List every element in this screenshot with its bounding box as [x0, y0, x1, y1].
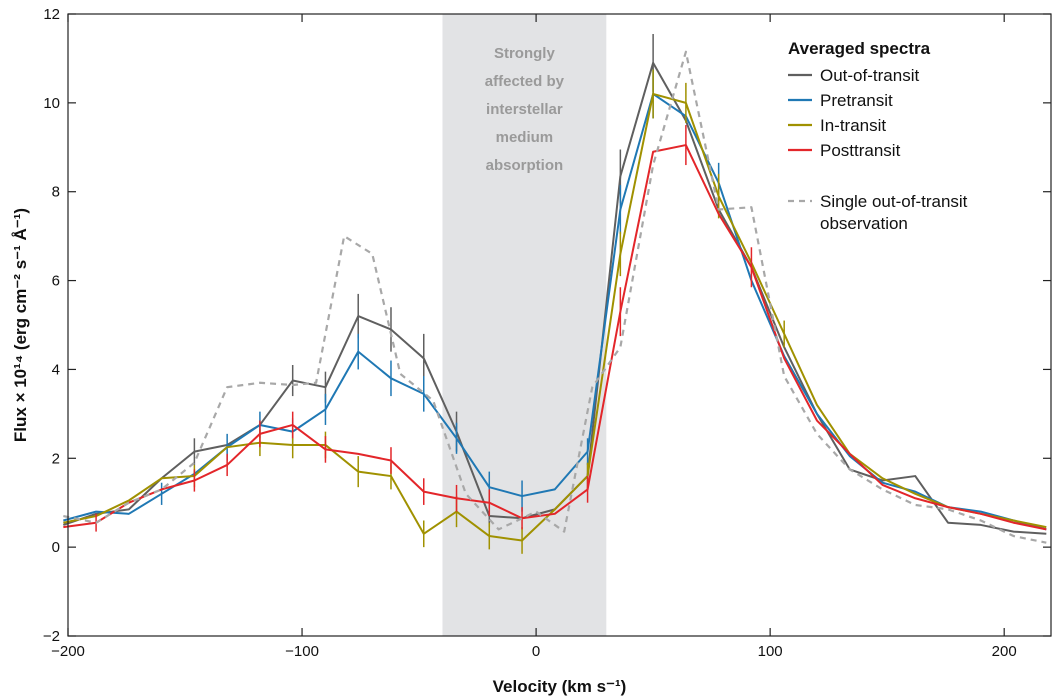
x-axis-title: Velocity (km s⁻¹)	[493, 677, 627, 696]
x-tick-label: 100	[758, 643, 783, 660]
legend-entry: Pretransit	[788, 91, 893, 110]
ism-absorption-region: Strongly affected by interstellar medium abs…	[442, 14, 607, 636]
y-axis-title: Flux × 10¹⁴ (erg cm⁻² s⁻¹ Å⁻¹)	[11, 208, 30, 442]
x-tick-label: 200	[992, 643, 1017, 660]
series-layer	[62, 33, 1047, 554]
legend-label: In-transit	[820, 116, 886, 135]
series-line	[63, 92, 1047, 542]
y-tick-label: 6	[52, 273, 60, 290]
axes: −2 0 2 4 6 8 10 12 −200 −100 0 100 200 Velocity (km s…	[11, 6, 1052, 696]
y-tick-label: 8	[52, 184, 60, 201]
shaded-region-label-line: interstellar	[486, 101, 563, 118]
legend-label: Posttransit	[820, 141, 901, 160]
legend-entry: Posttransit	[788, 141, 901, 160]
y-tick-label: 10	[43, 95, 60, 112]
legend-entry: Out-of-transit	[788, 66, 919, 85]
x-tick-label: −100	[285, 643, 319, 660]
legend-entry: Single out-of-transit observation	[788, 192, 968, 233]
y-tick-label: −2	[43, 628, 60, 645]
legend-title: Averaged spectra	[788, 39, 931, 58]
shaded-region-label-line: medium	[496, 129, 554, 146]
x-tick-label: 0	[532, 643, 540, 660]
series-line	[63, 50, 1047, 544]
legend-label: Single out-of-transit	[820, 192, 968, 211]
x-tick-label: −200	[51, 643, 85, 660]
shaded-region-label-line: affected by	[485, 73, 565, 90]
shaded-region-label-line: Strongly	[494, 45, 555, 62]
legend-entry: In-transit	[788, 116, 886, 135]
legend-label: observation	[820, 214, 908, 233]
y-tick-label: 0	[52, 539, 60, 556]
y-tick-label: 4	[52, 361, 60, 378]
y-tick-label: 12	[43, 6, 60, 23]
y-tick-label: 2	[52, 450, 60, 467]
shaded-band	[442, 14, 607, 636]
shaded-region-label-line: absorption	[486, 157, 564, 174]
legend: Averaged spectra Out-of-transit Pretransit…	[788, 39, 968, 233]
series-posttransit	[63, 125, 1047, 532]
legend-label: Pretransit	[820, 91, 893, 110]
plot-frame	[67, 13, 1052, 637]
series-single-out-of-transit-observation	[63, 50, 1047, 544]
legend-label: Out-of-transit	[820, 66, 919, 85]
